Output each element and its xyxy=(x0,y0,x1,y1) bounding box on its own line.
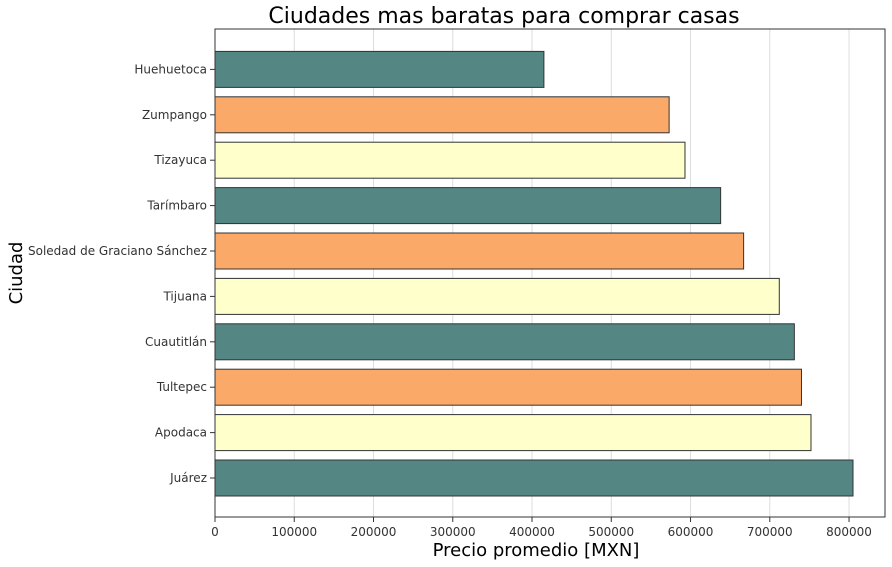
bar xyxy=(214,459,854,497)
bar xyxy=(214,414,812,452)
y-tick-label: Juárez xyxy=(169,471,207,485)
x-tick-label: 700000 xyxy=(747,525,793,539)
bar xyxy=(214,96,670,134)
x-tick-label: 600000 xyxy=(668,525,714,539)
x-tick-label: 500000 xyxy=(588,525,634,539)
y-axis-label: Ciudad xyxy=(6,242,27,305)
bar xyxy=(214,232,745,270)
y-tick-label: Soledad de Graciano Sánchez xyxy=(28,244,207,258)
bar xyxy=(214,368,802,406)
y-tick-label: Huehuetoca xyxy=(134,62,207,76)
bar xyxy=(214,141,686,179)
x-axis-ticks: 0 100000 200000 300000 400000 500000 600000 700… xyxy=(211,517,872,539)
y-tick-label: Tultepec xyxy=(156,380,207,394)
y-tick-label: Zumpango xyxy=(142,108,207,122)
bar xyxy=(214,323,795,361)
y-tick-label: Tijuana xyxy=(162,289,207,303)
bar xyxy=(214,187,722,225)
y-axis-ticks: Juárez Apodaca Tultepec Cuautitlán Tijuana So… xyxy=(28,62,215,485)
x-tick-label: 200000 xyxy=(351,525,397,539)
x-tick-label: 0 xyxy=(211,525,219,539)
x-tick-label: 400000 xyxy=(509,525,555,539)
y-tick-label: Apodaca xyxy=(155,426,207,440)
chart-title: Ciudades mas baratas para comprar casas xyxy=(268,4,739,29)
x-tick-label: 100000 xyxy=(271,525,317,539)
x-axis-label: Precio promedio [MXN] xyxy=(433,540,640,561)
y-tick-label: Tizayuca xyxy=(153,153,207,167)
x-tick-label: 300000 xyxy=(430,525,476,539)
bars xyxy=(214,50,854,497)
y-tick-label: Cuautitlán xyxy=(145,335,207,349)
plot-frame xyxy=(214,28,886,518)
x-tick-label: 800000 xyxy=(826,525,872,539)
bar xyxy=(214,50,545,88)
y-tick-label: Tarímbaro xyxy=(146,199,207,213)
bar xyxy=(214,277,780,315)
